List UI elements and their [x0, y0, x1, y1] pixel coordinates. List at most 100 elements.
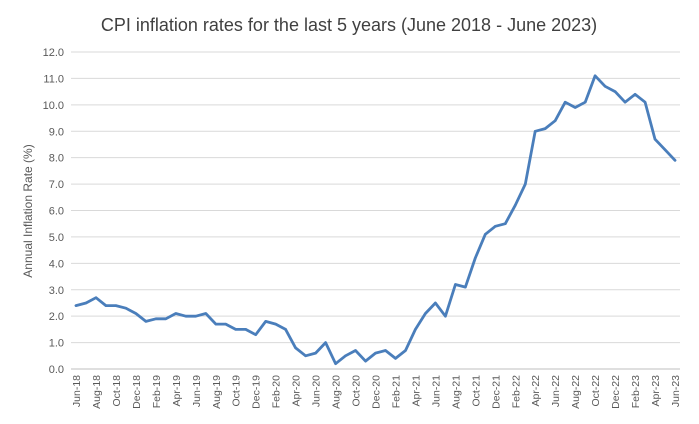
x-tick-label: Jun-18: [71, 375, 83, 407]
data-point: [154, 317, 158, 321]
x-axis-ticks: Jun-18 Aug-18 Oct-18 Dec-18 Feb-19 Apr-19 Jun-…: [71, 375, 682, 409]
x-tick-label: Jun-22: [550, 375, 562, 407]
x-tick-label: Dec-18: [131, 375, 143, 409]
data-point: [124, 307, 128, 310]
data-point: [514, 204, 517, 207]
data-point: [484, 233, 487, 236]
data-point: [184, 314, 188, 318]
data-point: [504, 222, 507, 225]
data-point: [304, 354, 307, 357]
data-point: [384, 349, 387, 352]
data-point: [673, 159, 677, 162]
y-tick-label: 7.0: [49, 179, 64, 191]
data-point: [404, 349, 407, 352]
y-tick-label: 0.0: [49, 364, 64, 376]
data-point: [434, 301, 437, 305]
x-tick-label: Feb-23: [630, 375, 642, 408]
x-tick-label: Feb-22: [510, 375, 522, 408]
x-tick-label: Aug-21: [450, 375, 462, 409]
y-tick-label: 6.0: [49, 206, 64, 218]
data-point: [603, 85, 607, 88]
data-point: [164, 317, 168, 321]
data-point: [144, 320, 148, 323]
x-tick-label: Jun-20: [311, 375, 323, 407]
x-tick-label: Feb-19: [151, 375, 163, 408]
data-point: [494, 225, 497, 228]
x-tick-label: Dec-21: [490, 375, 502, 409]
x-tick-label: Jun-21: [430, 375, 442, 407]
y-tick-label: 4.0: [49, 258, 64, 270]
data-point: [354, 349, 357, 352]
x-tick-label: Oct-19: [231, 375, 243, 407]
y-tick-label: 2.0: [49, 311, 64, 323]
x-tick-label: Oct-20: [351, 375, 363, 407]
data-point: [284, 328, 287, 331]
x-tick-label: Feb-21: [390, 375, 402, 408]
y-tick-label: 5.0: [49, 232, 64, 244]
data-point: [294, 346, 297, 350]
data-point: [104, 304, 108, 307]
data-point: [534, 130, 537, 133]
data-point: [474, 256, 477, 260]
x-tick-label: Feb-20: [271, 375, 283, 408]
data-point: [94, 296, 98, 299]
x-tick-label: Aug-22: [570, 375, 582, 409]
series-cpi: [74, 74, 677, 366]
data-point: [264, 320, 267, 323]
data-point: [424, 312, 427, 315]
data-point: [314, 351, 317, 355]
y-tick-label: 3.0: [49, 285, 64, 297]
x-tick-label: Oct-18: [111, 375, 123, 407]
x-tick-label: Jun-23: [670, 375, 682, 407]
data-point: [663, 148, 667, 151]
data-point: [84, 301, 88, 305]
data-point: [573, 106, 577, 109]
data-point: [464, 285, 467, 289]
x-tick-label: Dec-20: [371, 375, 383, 409]
data-point: [454, 283, 457, 286]
data-point: [544, 127, 547, 130]
y-tick-label: 11.0: [43, 73, 64, 85]
data-point: [364, 359, 367, 363]
data-point: [613, 90, 617, 93]
data-point: [194, 314, 197, 318]
data-point: [74, 304, 78, 307]
data-point: [593, 74, 597, 77]
data-point: [274, 322, 277, 326]
data-point: [643, 100, 647, 104]
x-tick-label: Apr-22: [530, 375, 542, 407]
x-tick-label: Aug-20: [331, 375, 343, 409]
data-point: [244, 328, 247, 331]
data-point: [134, 312, 138, 315]
x-tick-label: Aug-19: [211, 375, 223, 409]
data-point: [114, 304, 118, 307]
data-point: [224, 322, 227, 326]
data-point: [324, 341, 327, 344]
y-tick-label: 10.0: [43, 100, 64, 112]
x-tick-label: Aug-18: [91, 375, 103, 409]
x-tick-label: Dec-22: [610, 375, 622, 409]
y-tick-label: 8.0: [49, 153, 64, 165]
data-point: [214, 322, 217, 326]
data-point: [174, 312, 178, 315]
gridlines: [71, 51, 680, 370]
x-tick-label: Oct-21: [470, 375, 482, 407]
x-tick-label: Apr-20: [291, 375, 303, 407]
y-tick-label: 1.0: [49, 338, 64, 350]
chart-title: CPI inflation rates for the last 5 years…: [101, 15, 597, 35]
data-point: [444, 314, 447, 318]
data-point: [653, 137, 657, 141]
data-point: [394, 357, 397, 360]
y-tick-label: 12.0: [43, 47, 64, 59]
data-point: [334, 362, 337, 365]
data-point: [254, 333, 257, 336]
data-point: [623, 100, 627, 104]
data-point: [583, 100, 587, 104]
data-point: [563, 100, 567, 104]
y-axis-ticks: 0.0 1.0 2.0 3.0 4.0 5.0 6.0 7.0 8.0 9.0 10.0 11.0 12…: [43, 47, 64, 376]
x-tick-label: Apr-21: [410, 375, 422, 407]
data-point: [204, 312, 207, 315]
x-tick-label: Apr-23: [650, 375, 662, 407]
